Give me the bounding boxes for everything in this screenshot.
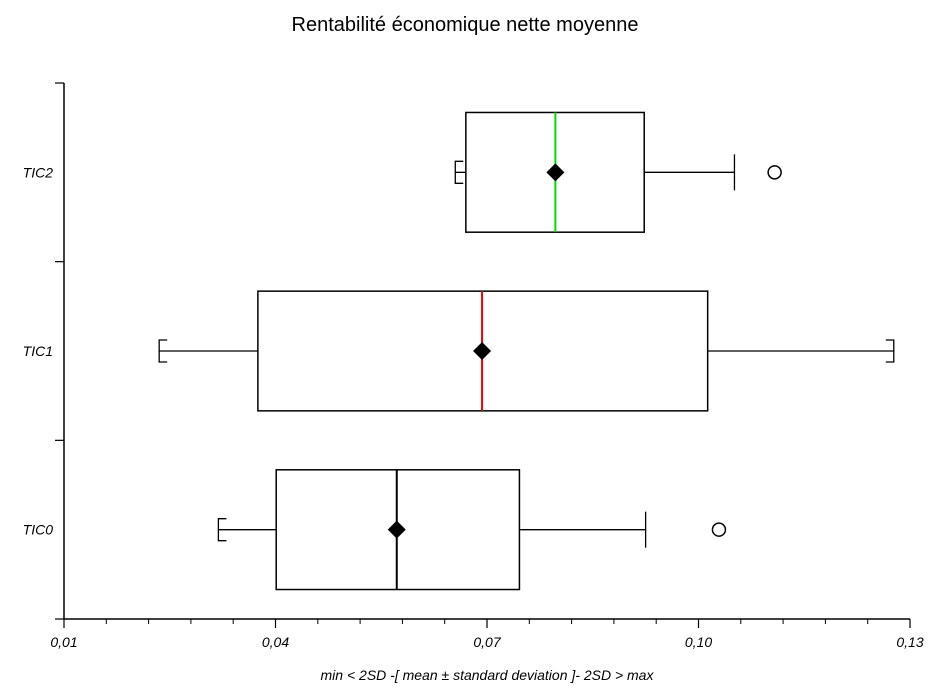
x-axis-title: min < 2SD -[ mean ± standard deviation ]… bbox=[321, 667, 655, 683]
boxes bbox=[158, 111, 895, 591]
y-category-label: TIC1 bbox=[23, 343, 53, 359]
mean-marker bbox=[473, 342, 492, 360]
x-tick-label: 0,13 bbox=[896, 634, 923, 650]
chart-title: Rentabilité économique nette moyenne bbox=[291, 14, 639, 36]
x-tick-label: 0,10 bbox=[685, 634, 712, 650]
lower-whisker-cap bbox=[158, 339, 168, 363]
upper-whisker-cap bbox=[885, 339, 895, 363]
x-axis-ticks: 0,01 0,04 0,07 0,10 0,13 bbox=[50, 619, 924, 650]
y-category-label: TIC2 bbox=[23, 164, 54, 180]
x-tick-label: 0,04 bbox=[262, 634, 289, 650]
mean-marker bbox=[546, 163, 565, 182]
mean-marker bbox=[387, 520, 406, 539]
outlier-point bbox=[767, 165, 782, 180]
y-category-label: TIC0 bbox=[23, 522, 54, 538]
box-TIC0 bbox=[217, 469, 727, 591]
box-TIC1 bbox=[158, 290, 895, 412]
lower-whisker-cap bbox=[454, 160, 464, 184]
lower-whisker-cap bbox=[217, 518, 227, 542]
x-tick-label: 0,01 bbox=[50, 634, 77, 650]
box-TIC2 bbox=[454, 111, 782, 233]
outlier-point bbox=[711, 522, 727, 537]
x-tick-label: 0,07 bbox=[473, 634, 501, 650]
interquartile-box bbox=[275, 469, 521, 591]
y-axis-ticks: TIC2 TIC1 TIC0 bbox=[23, 82, 64, 620]
